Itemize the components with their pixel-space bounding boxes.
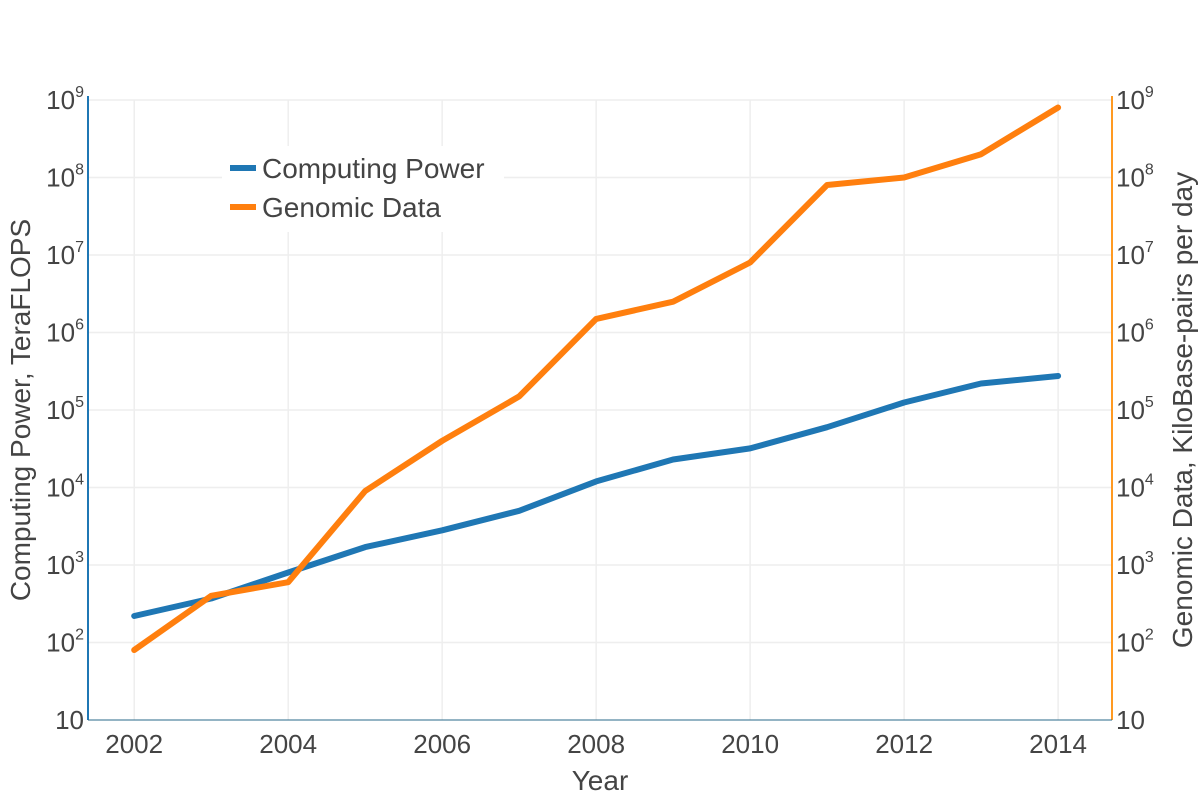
right-y-tick-label: 102 [1116,627,1154,658]
left-y-tick-label: 10 [55,705,84,735]
right-y-tick-label: 108 [1116,162,1154,193]
tick-base: 10 [46,318,75,348]
x-tick-label: 2008 [567,729,625,759]
tick-exponent: 6 [75,317,84,334]
tick-exponent: 6 [1145,317,1154,334]
series-lines [131,104,1062,653]
tick-exponent: 3 [1145,549,1154,566]
right-y-tick-label: 107 [1116,239,1154,270]
tick-exponent: 8 [1145,162,1154,179]
tick-base: 10 [1116,705,1145,735]
tick-exponent: 2 [75,627,84,644]
tick-exponent: 9 [1145,84,1154,101]
left-y-tick-label: 106 [46,317,84,348]
x-tick-label: 2006 [413,729,471,759]
legend-label: Computing Power [262,153,485,184]
tick-exponent: 5 [1145,394,1154,411]
left-y-tick-label: 104 [46,472,84,503]
left-y-tick-label: 103 [46,549,84,580]
legend-label: Genomic Data [262,192,441,223]
tick-base: 10 [46,163,75,193]
tick-base: 10 [46,395,75,425]
left-y-tick-label: 109 [46,84,84,115]
x-tick-label: 2004 [259,729,317,759]
tick-exponent: 2 [1145,627,1154,644]
tick-base: 10 [1116,395,1145,425]
tick-base: 10 [46,550,75,580]
tick-base: 10 [46,473,75,503]
left-y-tick-label: 105 [46,394,84,425]
x-axis-title: Year [572,765,629,796]
tick-exponent: 4 [75,472,84,489]
legend-item[interactable]: Genomic Data [230,192,441,223]
tick-base: 10 [46,240,75,270]
right-y-tick-label: 106 [1116,317,1154,348]
legend-background [222,146,504,232]
left-y-tick-label: 108 [46,162,84,193]
tick-base: 10 [1116,163,1145,193]
tick-exponent: 4 [1145,472,1154,489]
tick-base: 10 [1116,628,1145,658]
x-tick-label: 2014 [1029,729,1087,759]
tick-base: 10 [46,628,75,658]
tick-exponent: 8 [75,162,84,179]
x-ticks: 2002 2004 2006 2008 2010 2012 2014 [105,729,1087,759]
tick-exponent: 9 [75,84,84,101]
tick-base: 10 [46,85,75,115]
tick-base: 10 [55,705,84,735]
right-y-axis-title: Genomic Data, KiloBase-pairs per day [1167,172,1198,648]
right-y-tick-label: 10 [1116,705,1145,735]
tick-exponent: 7 [75,239,84,256]
tick-exponent: 5 [75,394,84,411]
right-y-tick-label: 104 [1116,472,1154,503]
right-y-tick-label: 105 [1116,394,1154,425]
tick-exponent: 3 [75,549,84,566]
left-y-tick-label: 102 [46,627,84,658]
tick-exponent: 7 [1145,239,1154,256]
left-y-tick-label: 107 [46,239,84,270]
x-tick-label: 2010 [721,729,779,759]
tick-base: 10 [1116,85,1145,115]
left-y-axis-title: Computing Power, TeraFLOPS [5,219,36,601]
right-y-tick-label: 103 [1116,549,1154,580]
tick-base: 10 [1116,318,1145,348]
right-y-tick-label: 109 [1116,84,1154,115]
legend[interactable]: Computing Power Genomic Data [222,146,504,232]
tick-base: 10 [1116,240,1145,270]
series-line-genomic-data[interactable] [131,104,1062,653]
series-line-computing-power[interactable] [131,373,1062,619]
legend-item[interactable]: Computing Power [230,153,485,184]
tick-base: 10 [1116,473,1145,503]
x-tick-label: 2002 [105,729,163,759]
x-tick-label: 2012 [875,729,933,759]
tick-base: 10 [1116,550,1145,580]
